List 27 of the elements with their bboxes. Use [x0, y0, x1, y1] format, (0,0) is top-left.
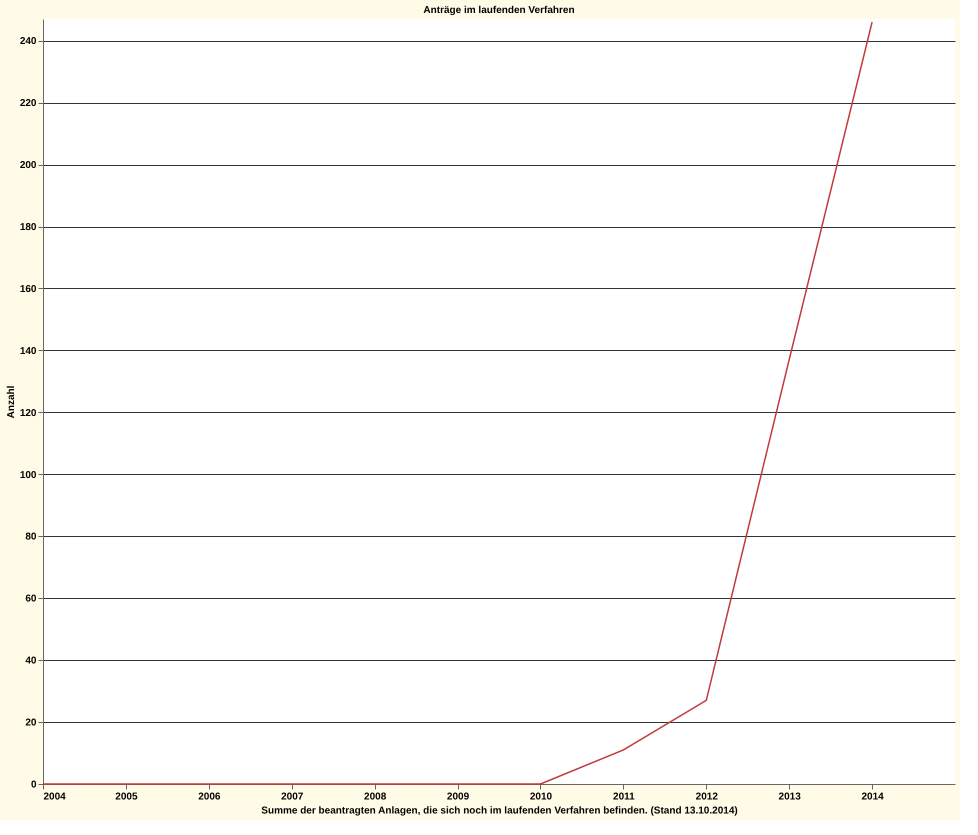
y-tick-label: 40: [25, 656, 37, 667]
x-tick-label: 2010: [530, 792, 553, 802]
y-tick-label: 200: [20, 160, 37, 172]
x-tick-label: 2006: [198, 792, 221, 802]
y-tick-label: 60: [25, 594, 37, 605]
x-tick-label: 2013: [778, 792, 802, 802]
y-tick-label: 120: [20, 408, 37, 419]
x-tick-label: 2011: [613, 792, 636, 802]
x-tick-label: 2014: [861, 792, 884, 802]
x-tick-label: 2012: [696, 792, 718, 802]
x-tick-label: 2007: [281, 792, 304, 802]
y-tick-label: 180: [20, 222, 37, 234]
x-axis-title: Summe der beantragten Anlagen, die sich noch im laufenden Verfahren befinden. (Stand 13.10.2014): [261, 806, 738, 816]
chart-title: Anträge im laufenden Verfahren: [423, 5, 575, 16]
y-tick-label: 240: [20, 36, 37, 48]
x-tick-label: 2009: [446, 792, 470, 802]
y-tick-label: 80: [25, 532, 37, 543]
y-tick-label: 160: [20, 284, 37, 295]
y-axis-title: Anzahl: [6, 385, 17, 418]
x-tick-label: 2004: [44, 792, 66, 802]
y-tick-label: 140: [20, 346, 37, 357]
y-tick-label: 20: [25, 718, 37, 729]
x-tick-label: 2005: [115, 792, 138, 802]
x-tick-label: 2008: [364, 792, 387, 802]
y-tick-label: 100: [20, 470, 37, 481]
y-tick-label: 0: [30, 780, 37, 790]
y-tick-label: 220: [20, 98, 37, 110]
